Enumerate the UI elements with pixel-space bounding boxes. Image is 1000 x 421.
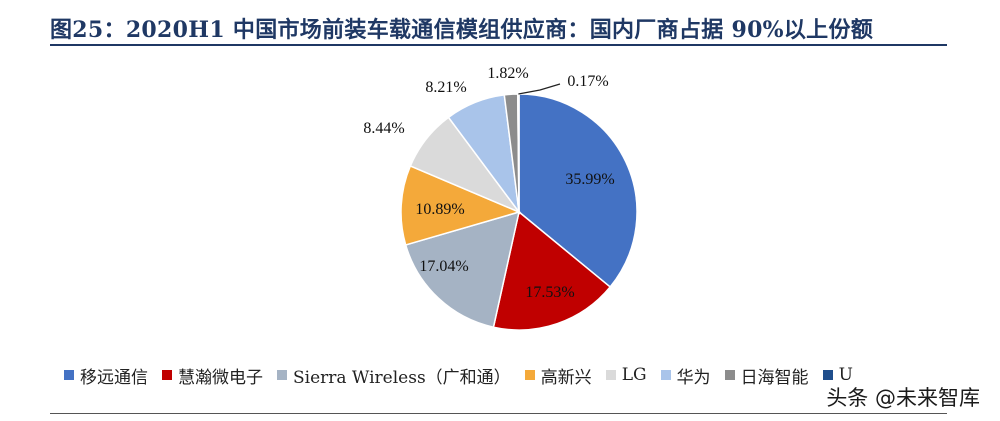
legend-label: Sierra Wireless（广和通） — [293, 367, 511, 388]
data-label: 8.44% — [363, 120, 404, 137]
legend-swatch — [605, 370, 616, 380]
legend-label: 高新兴 — [540, 367, 592, 388]
leader-line — [518, 83, 561, 95]
pie-slice — [404, 210, 521, 329]
legend-swatch — [524, 370, 535, 380]
bottom-divider — [50, 413, 947, 414]
legend-swatch — [822, 370, 833, 380]
title-divider — [50, 44, 947, 46]
data-label: 17.04% — [419, 258, 468, 275]
pie-slice — [518, 93, 638, 289]
chart-title: 图25：2020H1 中国市场前装车载通信模组供应商：国内厂商占据 90%以上份… — [50, 17, 874, 43]
legend-label: 移远通信 — [80, 367, 148, 388]
legend-swatch — [277, 370, 287, 380]
data-label: 8.21% — [425, 79, 466, 96]
data-label: 10.89% — [415, 201, 464, 218]
legend-item: 华为 — [660, 363, 711, 388]
legend-label: 日海智能 — [740, 367, 809, 388]
legend-swatch — [724, 370, 735, 380]
legend-label: 慧瀚微电子 — [178, 367, 263, 388]
data-label: 35.99% — [565, 171, 614, 188]
data-label: 0.17% — [567, 73, 608, 90]
data-label: 1.82% — [487, 65, 528, 82]
legend-swatch — [64, 370, 74, 380]
legend-item: 高新兴 — [524, 363, 592, 388]
legend-label: 华为 — [676, 367, 711, 388]
legend-item: LG — [605, 365, 647, 385]
legend-item: Sierra Wireless（广和通） — [277, 363, 511, 388]
legend-item: 移远通信 — [64, 363, 148, 388]
pie-slice — [400, 164, 522, 246]
legend-item: 慧瀚微电子 — [162, 363, 263, 388]
data-label: 17.53% — [525, 284, 574, 301]
watermark: 头条 @未来智库 — [820, 380, 986, 414]
legend-swatch — [660, 370, 671, 380]
chart-legend: 移远通信 慧瀚微电子 Sierra Wireless（广和通） 高新兴 LG 华为 日海智能… — [64, 363, 867, 388]
legend-item: 日海智能 — [724, 363, 809, 388]
legend-swatch — [162, 370, 172, 380]
legend-label: LG — [621, 365, 647, 385]
pie-slice — [492, 210, 612, 331]
